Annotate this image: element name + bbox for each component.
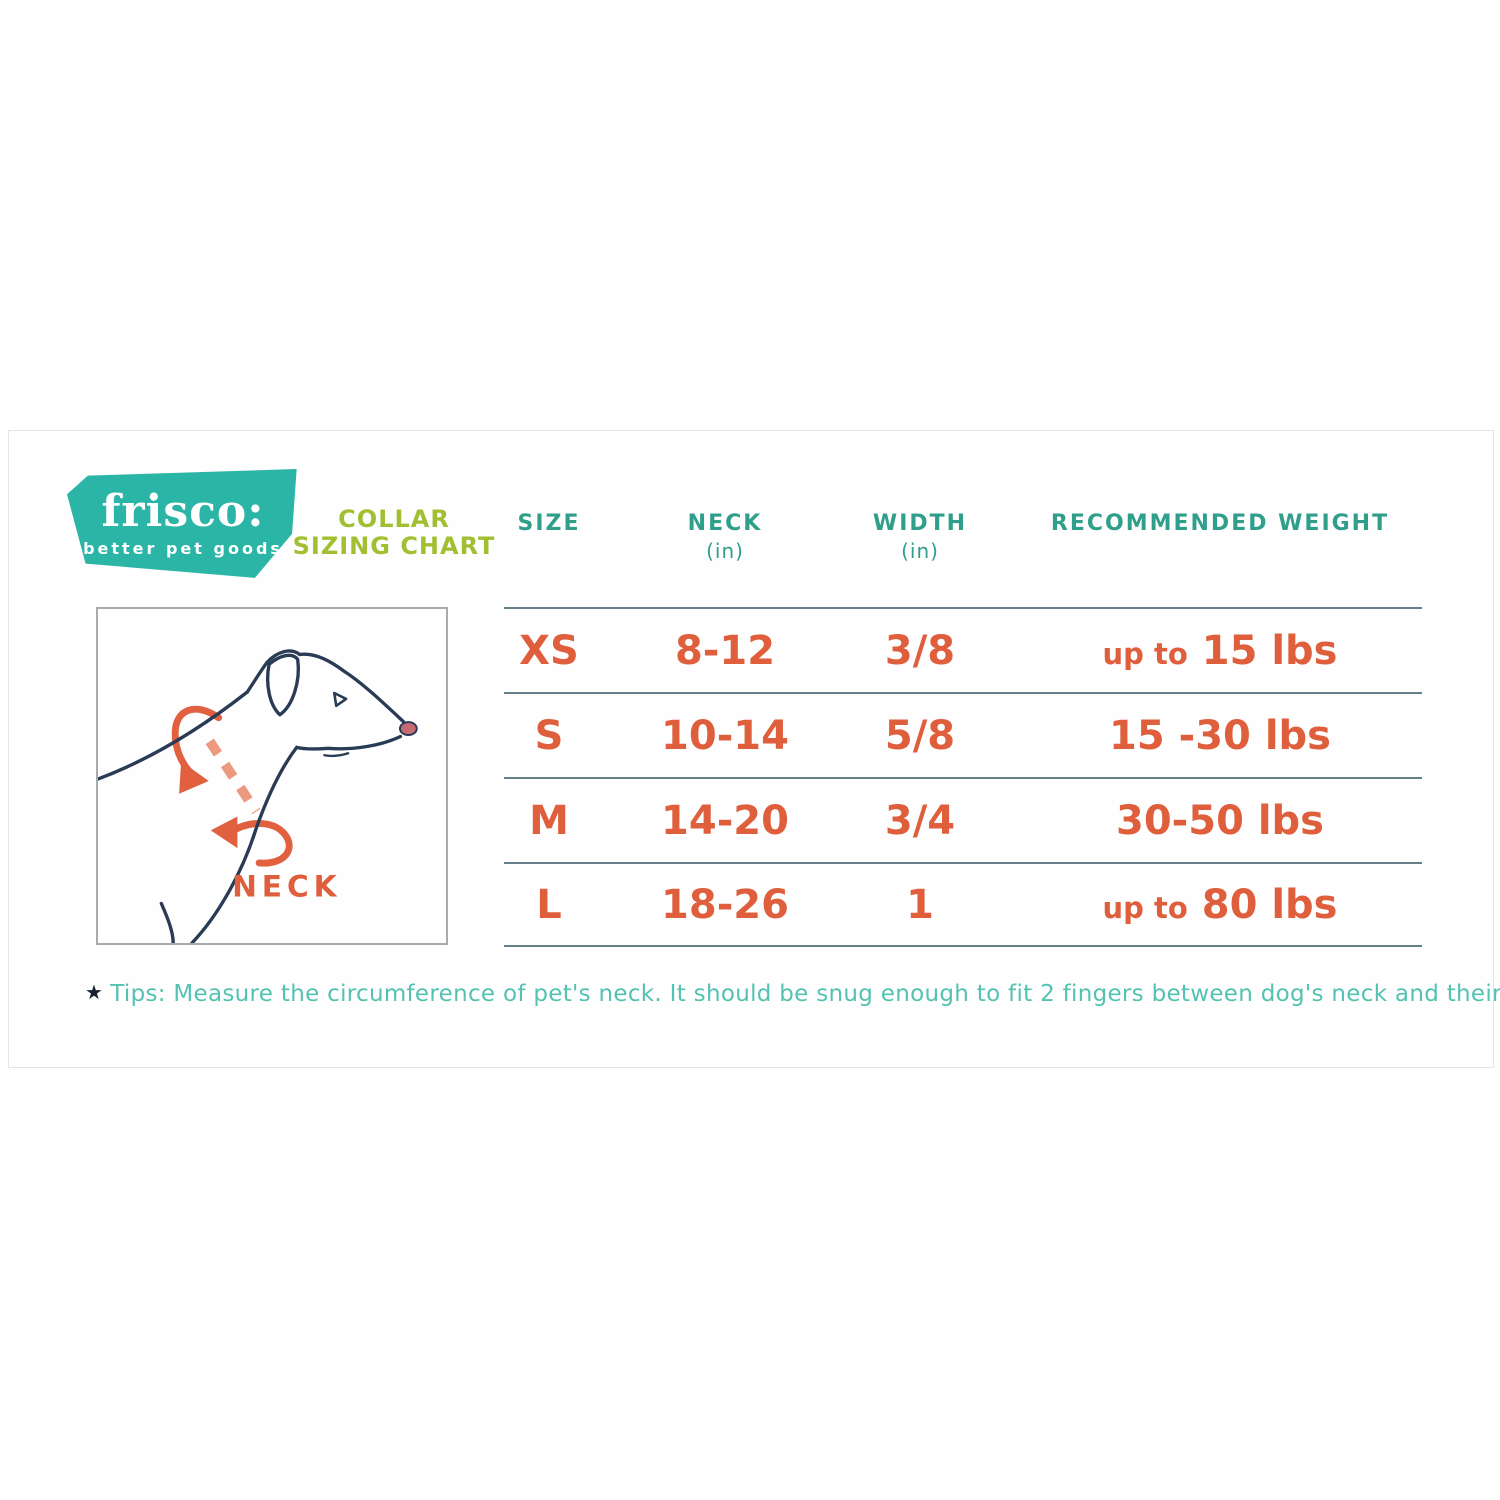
weight-value: up to 80 lbs — [1102, 881, 1338, 928]
dog-nose — [398, 721, 418, 736]
neck-value: 18-26 — [661, 881, 789, 928]
star-icon: ★ — [85, 980, 104, 1004]
brand-tagline: better pet goods — [83, 539, 283, 558]
dog-neck-diagram: NECK — [96, 607, 448, 945]
sizing-table: SIZE NECK (in) WIDTH (in) RECOMMENDED WE… — [504, 511, 1422, 947]
table-row: L 18-26 1 up to 80 lbs — [504, 862, 1422, 947]
table-header-row: SIZE NECK (in) WIDTH (in) RECOMMENDED WE… — [504, 511, 1422, 607]
header-width-unit: (in) — [901, 539, 939, 563]
dog-illustration: NECK — [98, 649, 418, 943]
width-value: 1 — [906, 881, 934, 928]
header-size: SIZE — [517, 511, 581, 536]
neck-value: 14-20 — [661, 797, 789, 844]
sizing-chart-panel: frisco: better pet goods COLLAR SIZING C… — [8, 430, 1500, 1068]
table-row: S 10-14 5/8 15 -30 lbs — [504, 692, 1422, 777]
header-recommended-weight: RECOMMENDED WEIGHT — [1050, 511, 1390, 536]
header-width: WIDTH (in) — [856, 511, 984, 563]
measuring-tips: ★ Tips: Measure the circumference of pet… — [85, 980, 1500, 1007]
chart-title-line1: COLLAR — [338, 505, 450, 533]
header-neck-unit: (in) — [706, 539, 744, 563]
size-value: XS — [519, 627, 579, 674]
width-value: 3/8 — [884, 627, 956, 674]
table-row: M 14-20 3/4 30-50 lbs — [504, 777, 1422, 862]
size-value: L — [536, 881, 562, 928]
neck-label: NECK — [232, 869, 341, 904]
table-row: XS 8-12 3/8 up to 15 lbs — [504, 607, 1422, 692]
weight-value: 30-50 lbs — [1115, 797, 1324, 844]
neck-measure-arrows — [171, 705, 293, 867]
size-value: M — [529, 797, 569, 844]
width-value: 3/4 — [884, 797, 956, 844]
weight-value: 15 -30 lbs — [1109, 712, 1331, 759]
dog-outline — [98, 649, 406, 943]
header-neck: NECK (in) — [594, 511, 856, 563]
chart-title-line2: SIZING CHART — [292, 532, 496, 560]
size-value: S — [534, 712, 564, 759]
width-value: 5/8 — [884, 712, 956, 759]
frisco-logo: frisco: better pet goods — [67, 469, 297, 578]
chart-title: COLLAR SIZING CHART — [291, 506, 497, 560]
weight-value: up to 15 lbs — [1102, 627, 1338, 674]
neck-value: 10-14 — [661, 712, 789, 759]
tips-text: Tips: Measure the circumference of pet's… — [110, 981, 1500, 1007]
neck-value: 8-12 — [674, 627, 776, 674]
brand-name: frisco: — [101, 486, 265, 537]
